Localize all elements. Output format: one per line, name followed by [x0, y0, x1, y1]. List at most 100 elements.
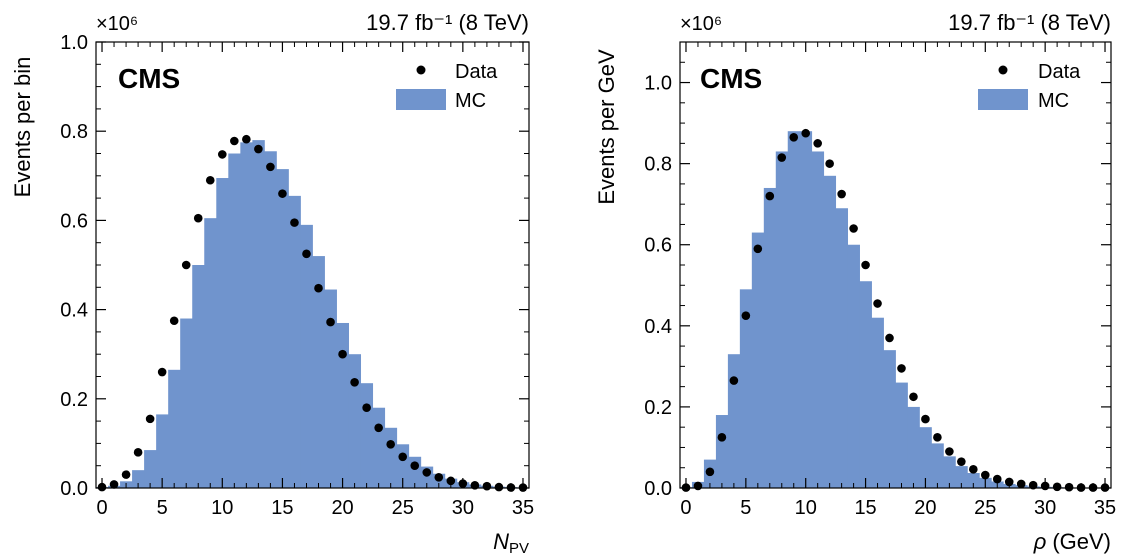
- rho-legend-mc-label: MC: [1038, 90, 1069, 112]
- npv-y-tick-label: 0.6: [60, 210, 88, 232]
- rho-mc-bin-9: [787, 131, 801, 488]
- npv-data-point-25: [398, 452, 408, 462]
- npv-data-point-19: [326, 317, 335, 327]
- npv-data-point-27: [422, 468, 432, 477]
- npv-x-tick-label: 15: [271, 497, 293, 519]
- rho-mc-bin-14: [847, 244, 860, 488]
- npv-data-point-5: [157, 367, 167, 377]
- npv-y-tick-label: 0.2: [60, 389, 88, 411]
- rho-multiplier-label: ×10⁶: [680, 13, 722, 35]
- npv-mc-bin-15: [276, 169, 289, 489]
- npv-data-point-3: [133, 448, 143, 457]
- rho-legend-data-marker: [998, 65, 1008, 75]
- npv-mc-bin-12: [240, 142, 253, 488]
- rho-x-tick-label: 15: [854, 497, 876, 519]
- rho-data-point-13: [837, 189, 846, 199]
- npv-x-tick-label: 20: [331, 497, 353, 519]
- npv-x-tick-label: 35: [512, 497, 534, 519]
- rho-mc-bin-5: [739, 289, 753, 488]
- npv-data-point-18: [314, 283, 323, 293]
- npv-mc-bin-19: [324, 289, 337, 488]
- rho-mc-bin-15: [859, 281, 872, 488]
- npv-data-point-10: [217, 150, 227, 159]
- npv-mc-bin-10: [216, 178, 229, 488]
- rho-mc-bin-3: [715, 415, 729, 488]
- npv-panel: ×10⁶ 19.7 fb⁻¹ (8 TeV) Events per bin 0 5…: [10, 10, 534, 556]
- npv-x-axis-subscript: PV: [509, 540, 529, 556]
- npv-mc-bin-20: [336, 322, 349, 488]
- npv-y-axis-title: Events per bin: [10, 57, 35, 198]
- rho-data-point-3: [717, 433, 727, 442]
- rho-mc-bin-8: [775, 151, 789, 488]
- npv-legend: Data MC: [396, 61, 498, 112]
- rho-mc-bin-11: [811, 151, 825, 488]
- npv-y-tick-label: 0.8: [60, 121, 88, 143]
- rho-data-point-12: [825, 159, 834, 168]
- npv-legend-data-marker: [416, 65, 426, 75]
- rho-mc-bin-13: [835, 208, 849, 489]
- rho-mc-bin-12: [823, 175, 837, 489]
- rho-x-tick-label: 30: [1034, 497, 1056, 519]
- npv-mc-bin-7: [180, 318, 193, 488]
- npv-mc-bin-18: [312, 256, 325, 488]
- rho-data-point-25: [980, 470, 990, 480]
- rho-data-point-9: [789, 132, 799, 142]
- npv-y-tick-label: 0.4: [60, 300, 88, 322]
- rho-data-point-11: [813, 139, 822, 148]
- rho-mc-bin-19: [907, 406, 920, 488]
- npv-data-point-23: [374, 423, 383, 433]
- npv-data-point-16: [290, 218, 299, 227]
- rho-legend: Data MC: [978, 61, 1081, 112]
- npv-data-point-26: [410, 461, 420, 471]
- npv-x-tick-label: 30: [452, 497, 474, 519]
- npv-mc-bin-5: [156, 414, 169, 488]
- rho-data-point-8: [777, 153, 787, 162]
- rho-y-tick-label: 0.8: [644, 154, 672, 176]
- npv-data-point-22: [362, 403, 371, 413]
- rho-axes: 0 5 10 15 20 25 30 35 0.0 0.2 0.4 0.6 0.8 1.0: [644, 42, 1116, 519]
- npv-mc-bin-24: [384, 427, 398, 488]
- rho-mc-bin-20: [919, 427, 932, 488]
- rho-mc-bin-10: [799, 131, 813, 488]
- rho-legend-mc-swatch: [978, 89, 1028, 110]
- rho-data-point-24: [969, 465, 978, 474]
- rho-y-tick-label: 0.0: [644, 478, 672, 500]
- rho-mc-bin-24: [967, 473, 980, 488]
- rho-x-tick-label: 10: [795, 497, 817, 519]
- npv-axes: 0 5 10 15 20 25 30 35 0.0 0.2 0.4 0.6 0.8 1.0: [60, 32, 534, 519]
- npv-mc-bin-9: [204, 218, 217, 489]
- npv-data-point-12: [242, 134, 251, 144]
- npv-mc-bin-8: [192, 265, 205, 488]
- rho-data-point-2: [705, 467, 715, 477]
- npv-y-tick-label: 0.0: [60, 478, 88, 500]
- npv-data-point-2: [121, 470, 131, 479]
- rho-mc-bin-18: [895, 382, 908, 488]
- npv-mc-bin-23: [372, 407, 386, 488]
- rho-x-axis-symbol: ρ: [1033, 529, 1047, 554]
- npv-cms-label: CMS: [118, 63, 180, 94]
- rho-data-point-27: [1004, 477, 1014, 487]
- rho-y-tick-label: 0.4: [644, 316, 672, 338]
- rho-data-point-20: [921, 414, 930, 424]
- rho-mc-bin-16: [871, 317, 884, 488]
- rho-mc-bin-7: [763, 187, 777, 488]
- npv-mc-bin-22: [360, 383, 374, 488]
- npv-data-point-20: [338, 349, 347, 359]
- rho-y-tick-label: 1.0: [644, 73, 672, 95]
- rho-data-point-7: [765, 191, 775, 201]
- npv-mc-bin-16: [288, 195, 301, 488]
- npv-data-point-13: [254, 144, 263, 154]
- npv-data-point-8: [193, 213, 203, 223]
- rho-data-point-16: [873, 299, 882, 308]
- rho-mc-bin-22: [943, 456, 956, 488]
- rho-x-tick-label: 35: [1094, 497, 1116, 519]
- npv-x-axis-title: NPV: [493, 529, 529, 556]
- npv-legend-data-label: Data: [455, 61, 498, 83]
- npv-plot-layer: [96, 134, 530, 492]
- rho-plot-layer: [680, 128, 1112, 492]
- rho-panel: ×10⁶ 19.7 fb⁻¹ (8 TeV) Events per GeV 0 5…: [594, 10, 1116, 554]
- npv-data-point-9: [205, 175, 215, 185]
- npv-x-tick-label: 5: [157, 497, 168, 519]
- rho-data-point-4: [729, 376, 739, 385]
